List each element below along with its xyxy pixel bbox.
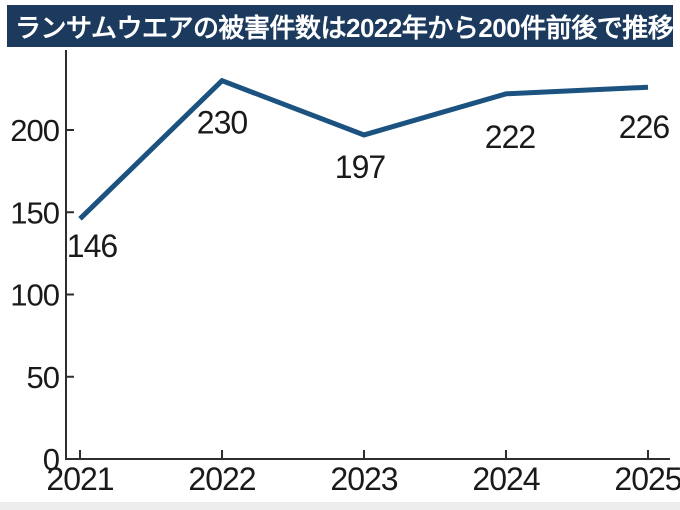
data-label: 146	[67, 228, 118, 264]
data-label: 226	[619, 109, 670, 145]
y-tick-label: 50	[27, 360, 60, 395]
y-tick-label: 150	[10, 195, 59, 230]
x-tick-label: 2025	[614, 461, 680, 497]
x-tick-label: 2021	[46, 461, 113, 497]
y-tick-label: 0	[43, 442, 60, 477]
footer-strip	[0, 502, 680, 510]
data-label: 230	[197, 105, 248, 141]
x-tick-label: 2022	[188, 461, 255, 497]
y-tick-label: 200	[10, 113, 59, 148]
y-tick-label: 100	[10, 278, 59, 313]
x-tick-label: 2024	[472, 461, 539, 497]
chart-title: ランサムウエアの被害件数は2022年から200件前後で推移	[15, 12, 674, 43]
chart-title-bar: ランサムウエアの被害件数は2022年から200件前後で推移	[7, 5, 674, 47]
data-line	[78, 77, 649, 221]
data-label: 197	[335, 149, 386, 185]
x-tick-label: 2023	[330, 461, 397, 497]
data-label: 222	[485, 119, 536, 155]
